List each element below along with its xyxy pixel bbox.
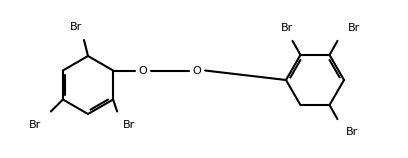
Text: Br: Br [123,119,135,130]
Text: Br: Br [280,23,293,33]
Text: O: O [139,66,147,76]
Text: O: O [193,66,202,76]
Text: Br: Br [346,127,358,137]
Text: Br: Br [29,119,41,130]
Text: Br: Br [70,22,82,32]
Text: Br: Br [348,23,360,33]
